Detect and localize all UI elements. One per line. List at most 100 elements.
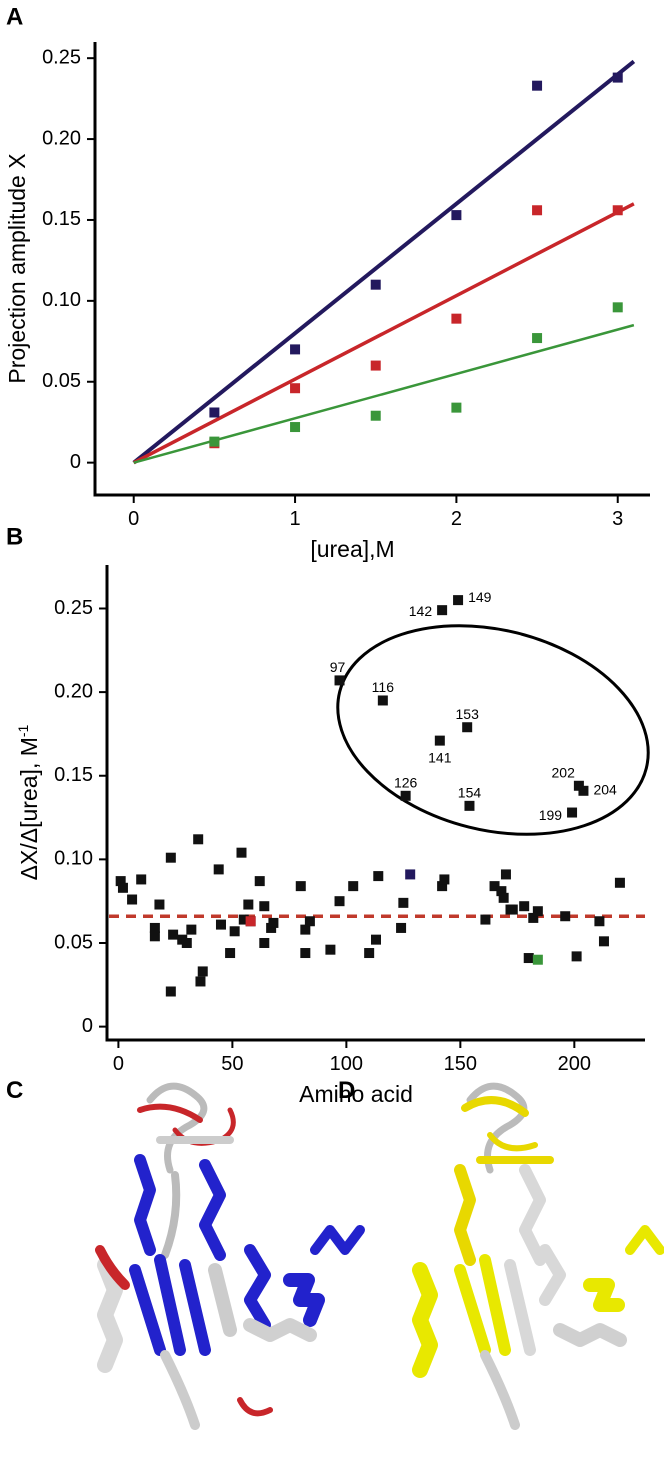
- data-point: [290, 344, 301, 355]
- y-axis-label: ΔX/Δ[urea], M-1: [15, 724, 42, 880]
- data-point: [334, 896, 345, 907]
- fit-line: [132, 202, 635, 465]
- y-tick-label: 0: [70, 451, 81, 473]
- data-point: [519, 901, 530, 912]
- data-point: [243, 899, 254, 910]
- data-point: [528, 912, 539, 923]
- data-point: [213, 864, 224, 875]
- data-point: [437, 605, 448, 616]
- data-point: [197, 966, 208, 977]
- data-point: [181, 937, 192, 948]
- point-label: 126: [394, 775, 418, 791]
- data-point: [245, 916, 256, 927]
- data-point: [532, 954, 543, 965]
- data-point: [377, 695, 388, 706]
- y-tick-label: 0.25: [54, 597, 93, 619]
- y-tick-label: 0.25: [42, 46, 81, 68]
- data-point: [373, 871, 384, 882]
- data-point: [453, 595, 464, 606]
- data-point: [195, 976, 206, 987]
- data-point: [434, 735, 445, 746]
- y-axis-label-sup: -1: [15, 724, 31, 737]
- data-point: [371, 934, 381, 945]
- y-axis-label: Projection amplitude X: [4, 153, 30, 383]
- x-tick-label: 50: [221, 1053, 243, 1075]
- data-point: [498, 892, 509, 903]
- point-label: 149: [468, 589, 492, 605]
- x-axis-label: Amino acid: [299, 1081, 413, 1107]
- data-point: [573, 780, 584, 791]
- x-tick-label: 0: [113, 1053, 124, 1075]
- panel-label: D: [338, 1077, 355, 1104]
- data-point: [398, 897, 409, 908]
- data-point: [348, 881, 359, 892]
- x-tick-label: 200: [558, 1053, 591, 1075]
- data-point: [209, 436, 220, 447]
- data-point: [370, 279, 381, 290]
- y-axis-label-text: Projection amplitude X: [4, 153, 30, 383]
- fit-line: [133, 323, 635, 464]
- data-point: [149, 922, 160, 933]
- data-point: [300, 924, 311, 935]
- x-tick-label: 0: [128, 508, 139, 530]
- data-point: [225, 948, 236, 959]
- data-point: [400, 790, 411, 801]
- point-label: 141: [428, 749, 452, 765]
- data-point: [578, 785, 589, 796]
- data-point: [325, 944, 336, 955]
- data-point: [489, 881, 500, 892]
- data-point: [229, 926, 240, 937]
- panel-label: C: [6, 1077, 23, 1104]
- data-point: [186, 924, 197, 935]
- data-point: [451, 210, 462, 221]
- data-point: [571, 951, 582, 962]
- y-tick-label: 0.15: [54, 764, 93, 786]
- y-tick-label: 0.10: [42, 289, 81, 311]
- data-point: [462, 722, 473, 733]
- y-tick-label: 0.20: [42, 127, 81, 149]
- data-point: [295, 881, 306, 892]
- data-point: [464, 800, 475, 811]
- data-point: [238, 914, 249, 925]
- data-point: [304, 916, 315, 927]
- data-point: [154, 899, 165, 910]
- data-point: [268, 917, 279, 928]
- data-point: [507, 904, 518, 915]
- x-tick-label: 1: [289, 508, 300, 530]
- x-tick-label: 3: [612, 508, 623, 530]
- data-point: [523, 953, 534, 964]
- data-point: [370, 360, 381, 371]
- data-point: [614, 877, 625, 888]
- protein-structure-d: [412, 1082, 664, 1430]
- point-label: 153: [456, 706, 480, 722]
- point-label: 154: [458, 785, 482, 801]
- y-tick-label: 0.05: [42, 370, 81, 392]
- data-point: [149, 931, 160, 942]
- x-tick-label: 150: [444, 1053, 477, 1075]
- data-point: [136, 874, 147, 885]
- data-point: [236, 847, 247, 858]
- data-point: [594, 916, 605, 927]
- data-point: [396, 922, 407, 933]
- y-tick-label: 0.05: [54, 931, 93, 953]
- data-point: [165, 852, 176, 863]
- y-tick-label: 0: [82, 1015, 93, 1037]
- protein-structure-c: [95, 1082, 365, 1430]
- data-point: [193, 834, 204, 845]
- data-point: [612, 205, 623, 216]
- data-point: [290, 422, 301, 433]
- data-point: [532, 906, 543, 917]
- data-point: [254, 876, 265, 887]
- data-point: [117, 882, 128, 893]
- data-point: [532, 333, 543, 344]
- data-point: [215, 919, 226, 930]
- point-label: 97: [330, 659, 346, 675]
- data-point: [259, 937, 270, 948]
- data-point: [612, 302, 623, 313]
- cluster-ellipse: [336, 624, 650, 836]
- data-point: [567, 807, 578, 818]
- data-point: [598, 936, 609, 947]
- y-tick-label: 0.10: [54, 848, 93, 870]
- data-point: [405, 869, 416, 880]
